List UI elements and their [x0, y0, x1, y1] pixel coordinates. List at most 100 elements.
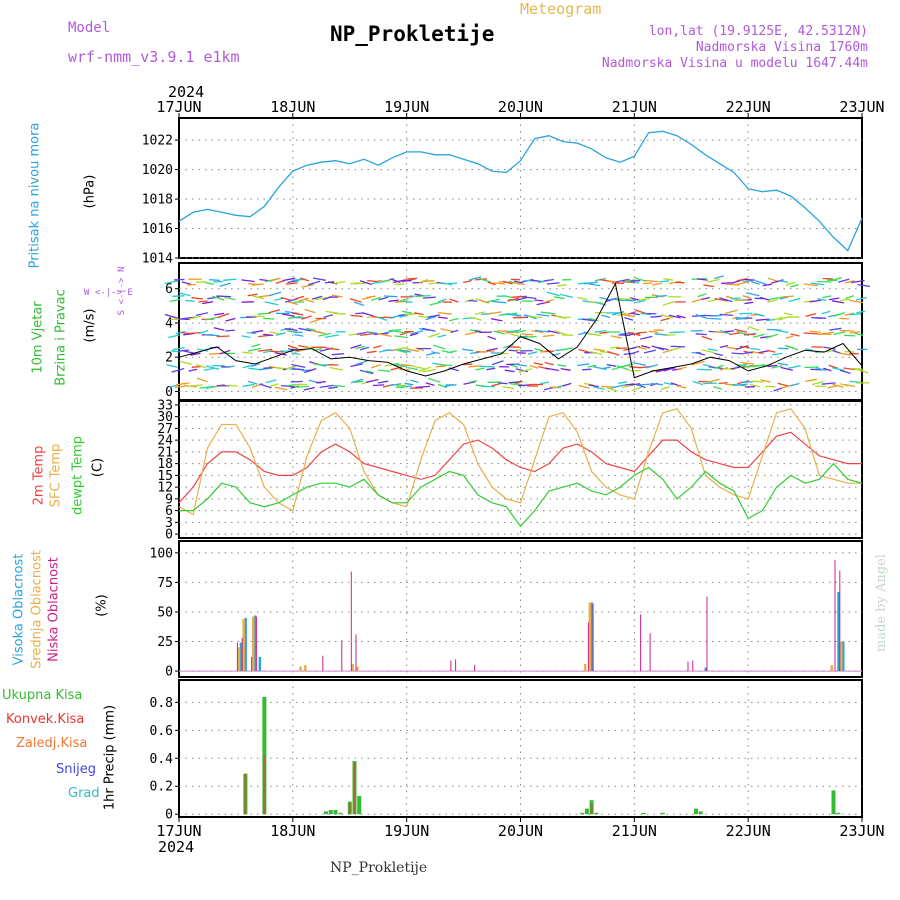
wind-arrow [219, 282, 231, 288]
wind-arrow [627, 331, 641, 337]
wind-arrow [178, 318, 191, 321]
wind-arrow [298, 327, 312, 332]
wind-arrow [677, 366, 687, 371]
wind-arrow [588, 350, 603, 356]
wind-arrow [640, 335, 653, 340]
wind-arrow [502, 280, 513, 285]
cloud-unit: (%) [94, 594, 110, 617]
wind-arrow [259, 383, 272, 389]
wind-arrow [645, 364, 659, 369]
wind-arrow [463, 381, 476, 385]
wind-arrow [656, 295, 668, 298]
wind-arrow [559, 293, 573, 299]
wind-arrow [518, 384, 531, 387]
wind-arrow [413, 312, 424, 316]
wind-arrow [164, 313, 178, 319]
wind-arrow [268, 309, 281, 314]
wind-arrow [849, 313, 862, 316]
wind-arrow [857, 283, 871, 288]
cloud-bar [706, 596, 708, 672]
wind-arrow [433, 344, 446, 350]
wind-arrow [280, 296, 293, 302]
cloud-bar [588, 602, 592, 672]
wind-arrow [601, 314, 611, 319]
wind-arrow [475, 367, 485, 371]
wind-arrow [833, 311, 846, 317]
wind-arrow [176, 382, 190, 386]
wind-arrow [509, 313, 521, 317]
wind-arrow [169, 298, 181, 303]
wind-arrow [778, 316, 789, 321]
wind-arrow [350, 378, 364, 384]
wind-arrow [175, 330, 186, 335]
wind-arrow [601, 366, 611, 370]
wind-arrow [578, 348, 589, 353]
wind-arrow [545, 367, 560, 372]
wind-speed-line [178, 282, 863, 379]
cloud-bar [236, 642, 238, 672]
wind-arrow [707, 298, 718, 303]
precip-bar [348, 803, 351, 815]
wind-arrow [325, 310, 338, 314]
temperature-ytick-label: 0 [165, 528, 173, 543]
wind-arrow [396, 384, 406, 387]
wind-arrow [287, 279, 299, 284]
wind-arrow [378, 369, 391, 372]
wind-arrow [521, 296, 537, 300]
wind-arrow [469, 276, 482, 281]
wind-arrow [774, 316, 784, 321]
cloud-bar [587, 622, 589, 672]
wind-arrow [179, 360, 192, 365]
precip-bar [594, 812, 599, 815]
wind-arrow [736, 363, 750, 368]
wind-arrow [655, 368, 670, 373]
wind-arrow [428, 332, 440, 338]
wind-arrow [534, 348, 544, 352]
wind-arrow [815, 385, 827, 388]
wind-arrow [407, 348, 419, 352]
wind-arrow [203, 367, 215, 371]
wind-arrow [735, 345, 749, 351]
wind-arrow [829, 327, 842, 331]
temp-series-1 [178, 408, 862, 516]
temperature-ytick-label: 33 [157, 398, 173, 413]
wind-arrow [669, 280, 682, 284]
wind-arrow [536, 313, 550, 317]
wind-arrow [839, 329, 855, 332]
temperature-ytick-label: 18 [157, 457, 173, 472]
wind-arrow [809, 299, 822, 303]
wind-arrow [724, 309, 738, 315]
wind-arrow [668, 314, 681, 319]
wind-arrow [533, 362, 543, 366]
cloud-bar [350, 571, 352, 671]
wind-arrow [198, 329, 209, 335]
wind-arrow [587, 332, 602, 337]
wind-arrow [714, 297, 728, 302]
wind-arrow [480, 365, 495, 368]
wind-arrow [291, 312, 304, 316]
pressure-unit: (hPa) [82, 174, 98, 209]
wind-arrow [630, 312, 640, 316]
wind-arrow [190, 352, 201, 356]
wind-arrow [388, 329, 402, 332]
wind-arrow [282, 313, 295, 317]
wind-arrow [508, 380, 521, 384]
wind-arrow [479, 299, 490, 304]
wind-arrow [549, 386, 562, 389]
wind-arrow [803, 332, 819, 335]
wind-arrow [755, 280, 767, 285]
wind-arrow [202, 301, 214, 305]
wind-arrow [544, 361, 554, 366]
precipitation-ytick-label: 0.6 [150, 724, 173, 739]
wind-arrow [743, 351, 754, 355]
wind-arrow [663, 382, 674, 386]
wind-arrow [780, 366, 793, 371]
wind-ytick-label: 6 [165, 282, 173, 297]
wind-arrow [325, 347, 340, 351]
wind-arrow [328, 386, 338, 389]
wind-arrow [196, 348, 209, 352]
wind-arrow [675, 384, 687, 389]
wind-arrow [366, 331, 378, 334]
wind-arrow [634, 277, 647, 283]
wind-arrow [692, 380, 704, 386]
